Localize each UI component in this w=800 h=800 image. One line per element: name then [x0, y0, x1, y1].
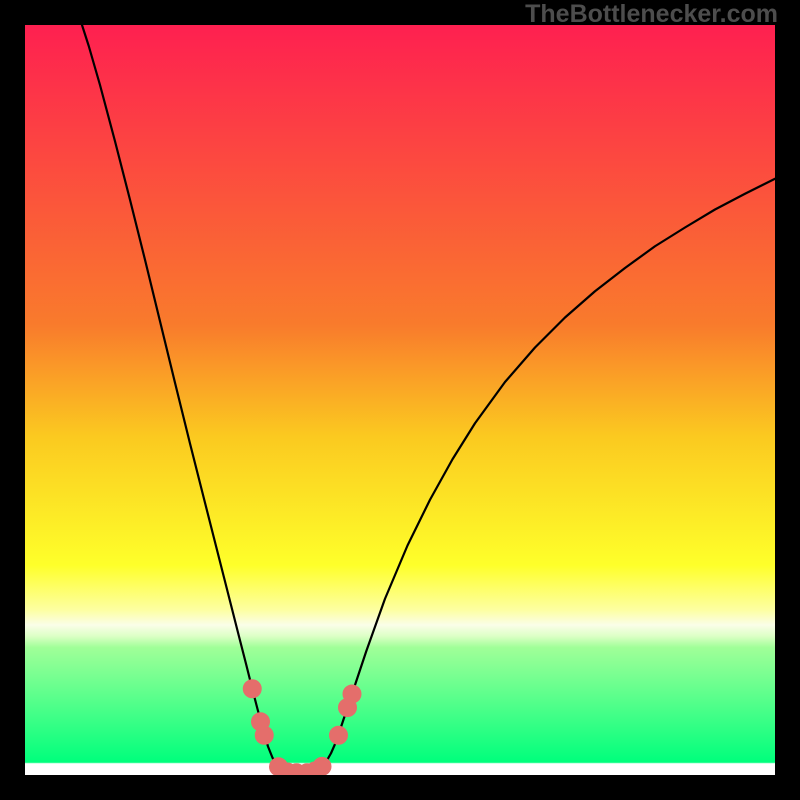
data-marker	[330, 726, 348, 744]
data-marker	[255, 726, 273, 744]
figure-root: TheBottlenecker.com	[0, 0, 800, 800]
data-marker	[343, 685, 361, 703]
data-marker	[243, 680, 261, 698]
watermark-label: TheBottlenecker.com	[525, 0, 778, 28]
plot-area	[25, 25, 775, 775]
watermark-text: TheBottlenecker.com	[525, 0, 778, 29]
plot-svg	[25, 25, 775, 775]
data-marker	[313, 757, 331, 775]
gradient-background	[25, 25, 775, 775]
